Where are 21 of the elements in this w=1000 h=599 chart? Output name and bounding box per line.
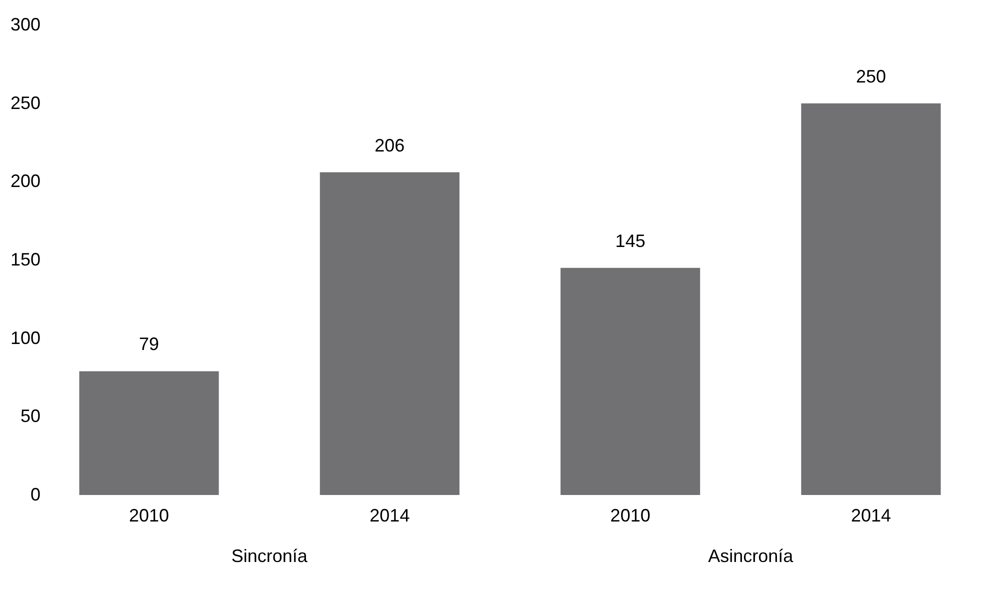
y-tick-label: 0 [30, 484, 40, 504]
y-tick-label: 250 [10, 92, 40, 113]
y-tick-label: 50 [20, 406, 40, 426]
bar [79, 371, 219, 495]
data-label: 250 [856, 66, 886, 86]
text: Asincronía [708, 546, 794, 566]
x-tick-label: 2010 [610, 506, 650, 526]
bar [560, 268, 700, 495]
data-label: 145 [615, 230, 646, 251]
x-tick-label: 2014 [850, 506, 891, 526]
text: Sincronía [231, 546, 308, 566]
y-tick-label: 300 [10, 14, 40, 34]
data-label: 79 [139, 334, 160, 354]
bar [801, 103, 941, 495]
data-label: 206 [374, 135, 405, 156]
y-tick-label: 100 [10, 328, 40, 348]
y-tick-label: 150 [10, 250, 40, 270]
x-tick-label: 2010 [129, 506, 170, 526]
y-tick-label: 200 [10, 171, 40, 192]
bar [320, 172, 460, 495]
x-tick-label: 2014 [370, 506, 410, 526]
